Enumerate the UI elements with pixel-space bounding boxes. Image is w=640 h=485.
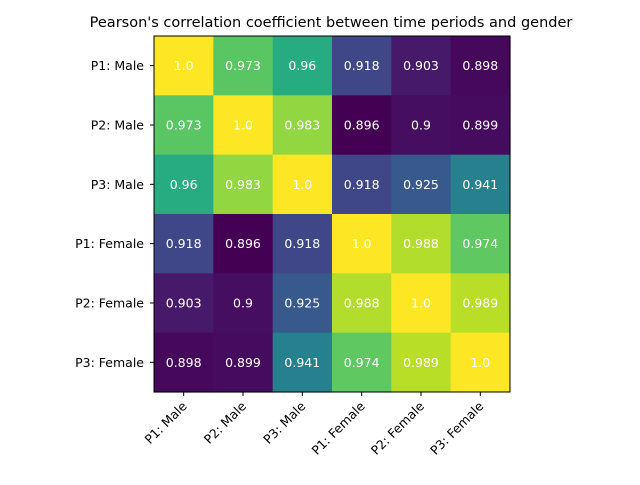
heatmap-cell-r1-c5 [450,95,511,156]
cell-value-label-r4-c2: 0.925 [284,295,320,310]
heatmap-cell-r3-c0 [154,213,214,274]
x-tick-label-4: P2: Female [368,398,428,458]
heatmap-cell-r2-c3 [331,154,392,215]
heatmap-cell-r1-c2 [272,95,333,156]
cell-value-label-r2-c3: 0.918 [344,177,380,192]
cell-value-label-r2-c4: 0.925 [403,177,439,192]
heatmap-cell-r0-c1 [213,36,274,96]
cell-value-label-r5-c3: 0.974 [344,355,380,370]
cell-value-label-r2-c1: 0.983 [225,177,261,192]
heatmap-cell-r3-c3 [331,213,392,274]
cell-value-label-r4-c1: 0.9 [233,295,253,310]
cell-value-label-r4-c3: 0.988 [344,295,380,310]
heatmap-cell-r1-c0 [154,95,214,156]
heatmap-cell-r2-c1 [213,154,274,215]
cell-value-label-r3-c3: 1.0 [352,236,372,251]
y-tick-label-2: P3: Male [91,177,145,192]
cell-value-label-r0-c2: 0.96 [288,58,316,73]
heatmap-cell-r3-c2 [272,213,333,274]
heatmap-cell-r4-c3 [331,273,392,334]
heatmap-cell-r5-c3 [331,332,392,393]
cell-value-label-r5-c4: 0.989 [403,355,439,370]
cell-value-label-r3-c4: 0.988 [403,236,439,251]
heatmap-cell-r3-c1 [213,213,274,274]
heatmap-cell-r2-c4 [391,154,452,215]
cell-value-label-r1-c5: 0.899 [462,118,498,133]
cell-value-label-r5-c0: 0.898 [166,355,202,370]
heatmap-cell-r2-c5 [450,154,511,215]
heatmap-cell-r3-c4 [391,213,452,274]
heatmap-cells [154,36,511,393]
heatmap-cell-r4-c1 [213,273,274,334]
heatmap-cell-r5-c2 [272,332,333,393]
heatmap-cell-r4-c2 [272,273,333,334]
cell-value-label-r1-c2: 0.983 [284,118,320,133]
y-tick-label-3: P1: Female [75,236,144,251]
y-tick-label-1: P2: Male [91,118,145,133]
cell-value-label-r2-c5: 0.941 [462,177,498,192]
cell-value-label-r3-c0: 0.918 [166,236,202,251]
y-tick-label-0: P1: Male [91,58,145,73]
x-tick-label-3: P1: Female [308,398,368,458]
heatmap-cell-r2-c2 [272,154,333,215]
cell-value-label-r0-c1: 0.973 [225,58,261,73]
cell-value-label-r1-c0: 0.973 [166,118,202,133]
heatmap-cell-r1-c1 [213,95,274,156]
x-tick-label-0: P1: Male [141,398,190,447]
heatmap-cell-r1-c3 [331,95,392,156]
cell-value-label-r4-c4: 1.0 [411,295,431,310]
heatmap-cell-r5-c1 [213,332,274,393]
cell-value-label-r2-c0: 0.96 [170,177,198,192]
cell-value-label-r1-c1: 1.0 [233,118,253,133]
heatmap-cell-r3-c5 [450,213,511,274]
x-tick-label-5: P3: Female [427,398,487,458]
x-tick-label-2: P3: Male [260,398,309,447]
cell-value-label-r5-c5: 1.0 [470,355,490,370]
heatmap-cell-r0-c0 [154,36,214,96]
cell-value-label-r1-c4: 0.9 [411,118,431,133]
heatmap-cell-r4-c5 [450,273,511,334]
cell-value-label-r3-c1: 0.896 [225,236,261,251]
heatmap-cell-r4-c0 [154,273,214,334]
y-tick-label-5: P3: Female [75,355,144,370]
y-tick-label-4: P2: Female [75,295,144,310]
heatmap-cell-r5-c0 [154,332,214,393]
cell-value-label-r1-c3: 0.896 [344,118,380,133]
plot-frame [153,35,511,393]
cell-value-label-r0-c5: 0.898 [462,58,498,73]
cell-value-label-r4-c5: 0.989 [462,295,498,310]
cell-value-label-r3-c2: 0.918 [284,236,320,251]
cell-value-label-r0-c3: 0.918 [344,58,380,73]
x-tick-label-1: P2: Male [201,398,250,447]
heatmap-cell-r5-c5 [450,332,511,393]
heatmap-cell-r4-c4 [391,273,452,334]
cell-value-label-r5-c1: 0.899 [225,355,261,370]
cell-value-label-r3-c5: 0.974 [462,236,498,251]
cell-value-label-r0-c4: 0.903 [403,58,439,73]
heatmap-cell-r0-c3 [331,36,392,96]
cell-value-label-r0-c0: 1.0 [174,58,194,73]
heatmap-cell-r2-c0 [154,154,214,215]
chart-title: Pearson's correlation coefficient betwee… [90,15,573,31]
heatmap-cell-labels: 1.0 0.973 0.96 0.918 0.903 0.898 0.973 1.0 0.983… [166,58,498,370]
cell-value-label-r5-c2: 0.941 [284,355,320,370]
heatmap-cell-r0-c4 [391,36,452,96]
heatmap-cell-r0-c2 [272,36,333,96]
heatmap-cell-r1-c4 [391,95,452,156]
heatmap-cell-r0-c5 [450,36,511,96]
heatmap-cell-r5-c4 [391,332,452,393]
cell-value-label-r2-c2: 1.0 [292,177,312,192]
cell-value-label-r4-c0: 0.903 [166,295,202,310]
